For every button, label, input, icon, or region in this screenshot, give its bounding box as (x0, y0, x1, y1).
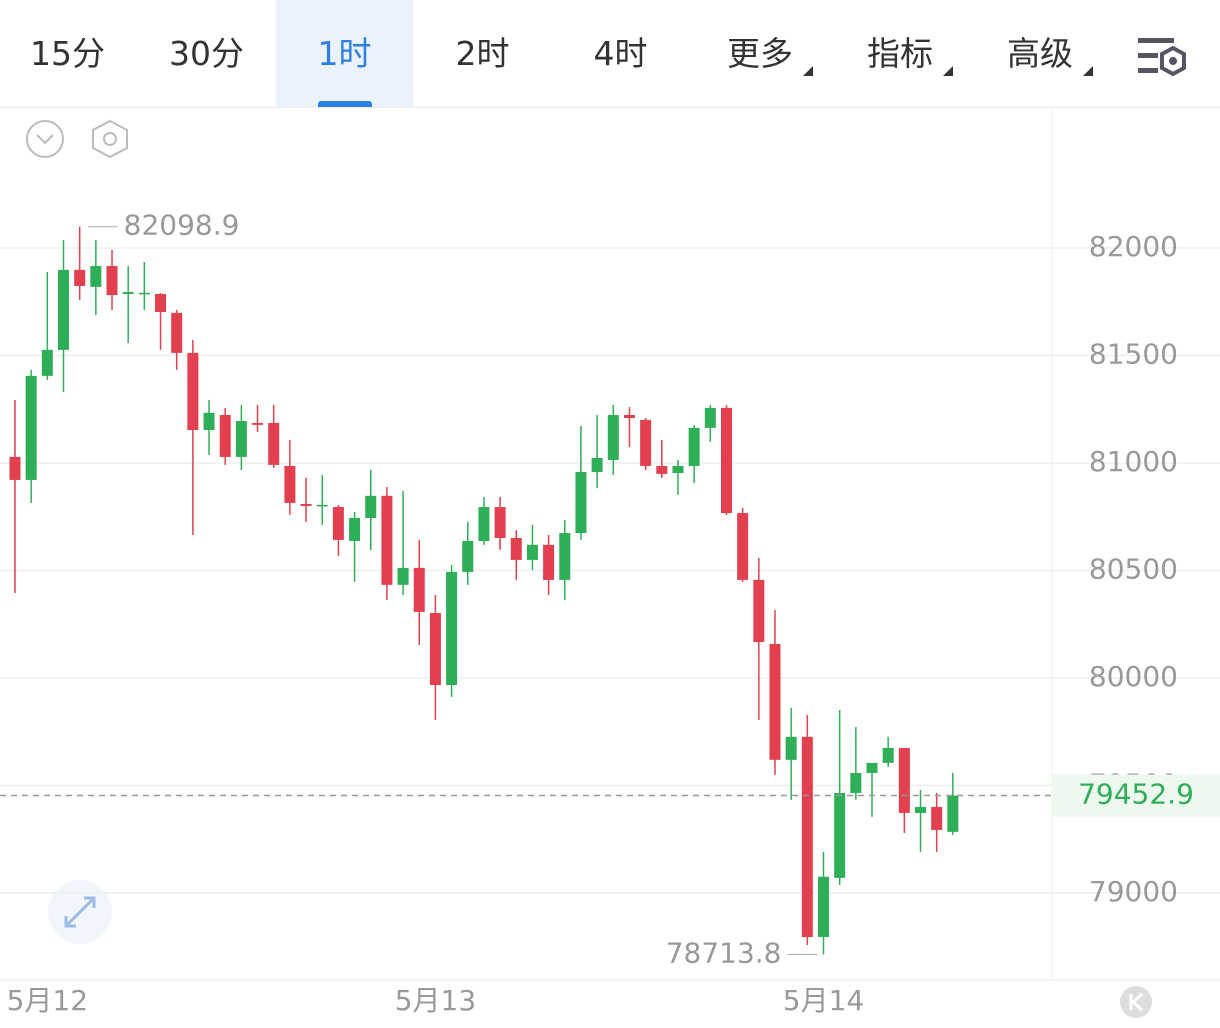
candle-body (478, 507, 490, 541)
tab-bar: 15分 30分 1时 2时 4时 更多 指标 高级 (0, 0, 1220, 108)
reset-icon (1129, 992, 1143, 1012)
candle-body (413, 567, 425, 612)
candle-body (235, 421, 247, 457)
candle-body (656, 465, 668, 474)
collapse-icon-arrow (36, 134, 54, 145)
tab-active[interactable]: 1时 (276, 0, 413, 107)
candle-body (510, 537, 522, 560)
candle-body (591, 458, 603, 472)
candle-body (219, 415, 231, 457)
candle-body (607, 415, 619, 460)
tab[interactable]: 指标 (867, 34, 933, 73)
tab[interactable]: 15分 (30, 34, 105, 73)
candle-body (74, 269, 86, 287)
candle-body (462, 540, 474, 572)
y-tick-label: 79000 (1089, 875, 1178, 908)
candle-body (122, 292, 134, 294)
candle-body (769, 643, 781, 760)
candle-body (446, 571, 458, 686)
candle-body (640, 419, 652, 466)
candle-body (575, 471, 587, 534)
candle-body (526, 544, 538, 560)
candle-body (623, 415, 635, 419)
candle-body (155, 293, 167, 313)
candle-body (850, 772, 862, 793)
candle-body (801, 736, 813, 938)
last-price-label: 79452.9 (1078, 778, 1194, 811)
candle-body (931, 806, 943, 830)
candle-body (365, 495, 377, 518)
y-tick-label: 81500 (1089, 337, 1178, 370)
candle-body (90, 266, 102, 287)
tab[interactable]: 4时 (593, 34, 648, 73)
tab[interactable]: 30分 (169, 34, 244, 73)
candle-body (171, 312, 183, 353)
candle-body (688, 427, 700, 466)
candle-body (349, 517, 361, 541)
y-tick-label: 80000 (1089, 660, 1178, 693)
settings-hex-icon[interactable] (92, 119, 128, 159)
candle-body (25, 375, 37, 480)
candle-body (187, 352, 199, 431)
dropdown-arrow (803, 66, 813, 76)
x-tick-label: 5月14 (783, 984, 864, 1017)
candle-body (898, 748, 910, 813)
candle-body (559, 533, 571, 580)
candle-body (915, 806, 927, 813)
candle-body (268, 422, 280, 465)
tab[interactable]: 高级 (1007, 34, 1073, 73)
candle-body (252, 422, 264, 425)
candle-body (818, 876, 829, 938)
candle-body (753, 579, 765, 643)
min-marker-label: 78713.8 (666, 936, 782, 969)
candle-body (9, 456, 21, 480)
candle-body (704, 407, 716, 428)
x-tick-label: 5月13 (395, 984, 476, 1017)
candle-body (106, 266, 118, 296)
dropdown-arrow (943, 66, 953, 76)
settings-hex-dot (103, 132, 117, 146)
candle-body (203, 412, 215, 431)
y-tick-label: 82000 (1089, 230, 1178, 263)
fullscreen-icon (64, 896, 96, 928)
candle-body (284, 465, 296, 503)
candle-body (429, 613, 441, 686)
candle-body (300, 504, 312, 506)
candle-body (720, 407, 732, 514)
candle-body (543, 544, 555, 580)
candle-body (785, 736, 797, 760)
y-tick-label: 81000 (1089, 445, 1178, 478)
settings-icon[interactable] (1136, 36, 1188, 78)
candle-body (381, 495, 393, 585)
candle-body (58, 269, 70, 350)
candle-body (138, 292, 150, 295)
collapse-icon[interactable] (26, 120, 64, 158)
y-tick-label: 80500 (1089, 552, 1178, 585)
candle-body (834, 792, 846, 878)
candle-body (332, 507, 344, 540)
last-price-box (1053, 774, 1220, 817)
candle-body (41, 349, 53, 376)
max-marker-label: 82098.9 (124, 209, 240, 242)
tab[interactable]: 更多 (727, 34, 793, 73)
dropdown-arrow (1083, 66, 1093, 76)
reset-button[interactable] (1120, 986, 1152, 1018)
candle-body (737, 513, 749, 580)
candle-body (672, 465, 684, 474)
candle-body (866, 762, 878, 773)
candle-body (494, 507, 506, 538)
x-tick-label: 5月12 (7, 984, 88, 1017)
candle-body (316, 504, 328, 507)
tab[interactable]: 2时 (455, 34, 510, 73)
candle-body (397, 567, 409, 585)
candle-body (882, 748, 894, 763)
candle-body (947, 795, 959, 832)
